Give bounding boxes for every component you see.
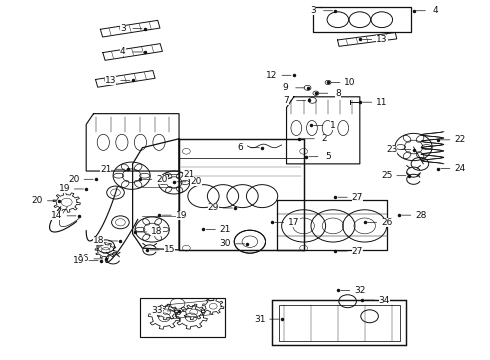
Text: 20: 20 — [68, 175, 80, 184]
Bar — [140, 298, 225, 337]
Text: 10: 10 — [344, 78, 356, 87]
Text: 22: 22 — [454, 135, 466, 144]
Text: 17: 17 — [288, 218, 299, 227]
Text: 28: 28 — [415, 211, 427, 220]
Text: 8: 8 — [335, 89, 341, 98]
Text: 18: 18 — [151, 228, 163, 237]
Text: 30: 30 — [220, 239, 231, 248]
Text: 4: 4 — [433, 6, 439, 15]
Text: 24: 24 — [454, 164, 466, 173]
Text: 16: 16 — [78, 255, 90, 264]
Text: 12: 12 — [266, 71, 277, 80]
Text: 25: 25 — [381, 171, 392, 180]
Text: 20: 20 — [191, 177, 202, 186]
Text: 18: 18 — [93, 237, 104, 246]
Bar — [279, 305, 400, 341]
Text: 7: 7 — [284, 96, 290, 105]
Text: 14: 14 — [51, 211, 63, 220]
Text: 20: 20 — [32, 196, 43, 205]
Text: 26: 26 — [381, 218, 392, 227]
Text: 9: 9 — [283, 83, 289, 92]
Text: 5: 5 — [325, 152, 331, 161]
Text: 21: 21 — [220, 225, 231, 234]
Text: 19: 19 — [176, 211, 187, 220]
Text: 21: 21 — [100, 165, 111, 174]
Text: 1: 1 — [330, 121, 336, 130]
Text: 19: 19 — [58, 184, 70, 193]
Text: 29: 29 — [208, 203, 219, 212]
Text: 27: 27 — [352, 247, 363, 256]
Text: 21: 21 — [183, 170, 195, 179]
Text: 34: 34 — [379, 296, 390, 305]
Text: 31: 31 — [254, 315, 266, 324]
Text: 13: 13 — [105, 76, 117, 85]
Text: 3: 3 — [120, 24, 126, 33]
Bar — [179, 139, 304, 250]
Bar — [272, 300, 406, 345]
Text: 23: 23 — [386, 145, 397, 154]
Text: 4: 4 — [120, 48, 125, 57]
Text: 33: 33 — [151, 306, 163, 315]
Text: 15: 15 — [164, 246, 175, 255]
Text: 13: 13 — [376, 35, 388, 44]
Text: 32: 32 — [354, 286, 366, 295]
Text: 6: 6 — [237, 143, 243, 152]
Text: 20: 20 — [156, 175, 168, 184]
Text: 2: 2 — [321, 134, 327, 143]
Text: 27: 27 — [352, 193, 363, 202]
Text: 11: 11 — [376, 98, 388, 107]
Text: 3: 3 — [311, 6, 316, 15]
Text: 19: 19 — [73, 256, 85, 265]
